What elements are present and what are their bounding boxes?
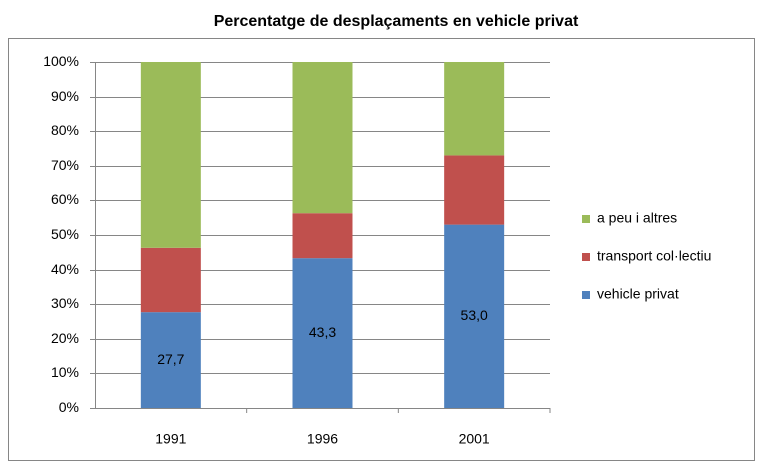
y-tick-label: 30% — [51, 295, 79, 311]
bar-segment — [292, 258, 353, 408]
x-tick-label: 2001 — [459, 431, 490, 447]
chart-title: Percentatge de desplaçaments en vehicle … — [214, 13, 579, 30]
legend-label: transport col·lectiu — [597, 248, 711, 264]
y-tick-label: 20% — [51, 330, 79, 346]
bar-segment — [444, 155, 505, 225]
legend-label: a peu i altres — [597, 210, 677, 226]
y-tick-label: 80% — [51, 122, 79, 138]
y-tick-label: 90% — [51, 88, 79, 104]
bar-segment — [292, 62, 353, 214]
y-tick-label: 70% — [51, 157, 79, 173]
bar-segment — [444, 62, 505, 156]
bar-segment — [140, 247, 201, 313]
bar-segment — [140, 62, 201, 248]
y-tick-label: 100% — [43, 53, 79, 69]
y-tick-label: 50% — [51, 226, 79, 242]
bar-segment — [444, 224, 505, 408]
chart-frame — [8, 38, 755, 461]
legend-swatch — [582, 253, 590, 261]
x-tick-label: 1996 — [307, 431, 338, 447]
y-tick-label: 10% — [51, 364, 79, 380]
y-tick-label: 40% — [51, 261, 79, 277]
bar-segment — [292, 213, 353, 259]
legend-label: vehicle privat — [597, 286, 679, 302]
y-tick-label: 60% — [51, 191, 79, 207]
data-label: 43,3 — [309, 324, 336, 340]
y-tick-label: 0% — [59, 399, 79, 415]
legend-swatch — [582, 215, 590, 223]
x-tick-label: 1991 — [155, 431, 186, 447]
legend-swatch — [582, 291, 590, 299]
data-label: 53,0 — [461, 307, 488, 323]
bar-segment — [140, 312, 201, 408]
data-label: 27,7 — [157, 351, 184, 367]
